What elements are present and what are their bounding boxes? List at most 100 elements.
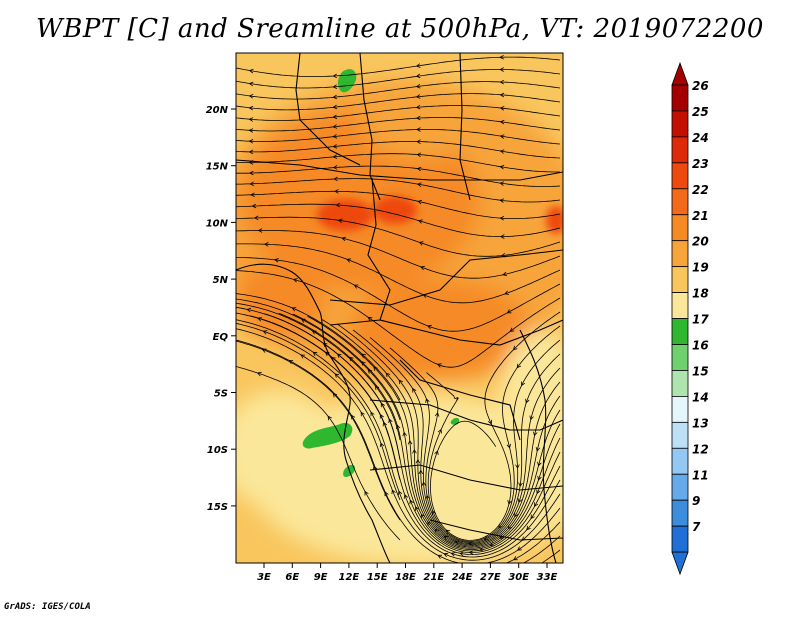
streamline-arrow xyxy=(415,73,421,79)
streamline-arrow xyxy=(421,481,427,487)
colorbar-swatch xyxy=(671,240,689,268)
temperature-field xyxy=(236,53,563,563)
streamline-arrow xyxy=(257,228,263,233)
streamline-arrow xyxy=(248,128,254,133)
streamline-arrow xyxy=(409,499,414,505)
green-patch xyxy=(302,422,353,449)
streamline xyxy=(236,257,561,332)
colorbar-label: 14 xyxy=(692,390,709,404)
streamline-arrow xyxy=(415,83,421,89)
colorbar-swatch xyxy=(671,318,689,345)
streamline-arrow xyxy=(273,258,279,263)
colorbar-swatch xyxy=(671,84,689,112)
streamline-arrow xyxy=(517,546,522,551)
colorbar-swatch xyxy=(671,214,689,242)
streamline-arrow xyxy=(535,446,541,452)
streamline-arrow xyxy=(415,115,421,121)
streamline-arrow xyxy=(536,489,541,495)
streamline-arrow xyxy=(253,215,259,221)
streamline-arrow xyxy=(534,502,539,508)
streamline xyxy=(336,323,561,547)
lon-tick-label: 27E xyxy=(480,572,501,583)
streamline-arrow xyxy=(332,124,338,129)
streamline-arrow xyxy=(518,482,523,488)
lon-tick-label: 24E xyxy=(452,572,473,583)
streamline xyxy=(236,306,401,461)
streamline-arrow xyxy=(415,94,421,99)
streamline-arrow xyxy=(504,290,509,295)
streamline-arrow xyxy=(257,317,262,322)
colorbar-label: 15 xyxy=(692,364,709,378)
streamline-arrow xyxy=(332,84,338,89)
streamline-arrow xyxy=(364,490,369,496)
streamline-arrow xyxy=(332,94,338,100)
lon-tick-label: 3E xyxy=(257,572,271,583)
colorbar-swatch xyxy=(671,162,689,190)
country-borders xyxy=(236,53,563,563)
colorbar-label: 19 xyxy=(692,261,709,275)
streamline-arrow xyxy=(514,512,519,518)
credit-label: GrADS: IGES/COLA xyxy=(4,602,91,612)
chart-title: WBPT [C] and Sreamline at 500hPa, VT: 20… xyxy=(36,14,764,44)
streamline-arrow xyxy=(530,514,535,520)
lon-tick-label: 30E xyxy=(508,572,529,583)
colorbar-label: 13 xyxy=(692,416,709,430)
colorbar-swatch xyxy=(671,344,689,371)
streamline xyxy=(430,311,561,541)
streamline-arrow xyxy=(332,134,338,139)
streamline xyxy=(236,81,561,100)
streamline xyxy=(236,105,561,121)
streamline-arrow xyxy=(256,371,262,377)
lat-tick-label: 10N xyxy=(206,218,229,229)
streamline-arrow xyxy=(499,164,505,170)
streamline-arrow xyxy=(412,448,417,454)
streamline-arrow xyxy=(337,218,343,224)
streamline-arrow xyxy=(263,242,269,247)
lon-tick-label: 33E xyxy=(537,572,558,583)
streamline-arrow xyxy=(529,415,534,421)
streamline-arrow xyxy=(412,387,417,393)
streamline-arrow xyxy=(248,105,254,111)
map-frame xyxy=(235,52,564,564)
colorbar-swatch xyxy=(671,473,689,501)
streamline-arrow xyxy=(415,104,421,110)
streamline-arrow xyxy=(382,421,387,427)
streamline-arrow xyxy=(248,117,254,122)
streamline-arrow xyxy=(515,464,520,469)
streamline-arrow xyxy=(499,79,505,85)
streamline-arrow xyxy=(499,234,505,239)
colorbar-swatch xyxy=(671,499,689,527)
streamline-arrow xyxy=(450,552,456,557)
streamline-arrow xyxy=(261,348,267,353)
streamline-arrow xyxy=(499,134,505,139)
streamline xyxy=(236,312,401,481)
streamline-arrow xyxy=(499,106,505,111)
streamline xyxy=(236,293,401,401)
colorbar-label: 23 xyxy=(692,157,709,171)
streamline-arrow xyxy=(418,241,424,246)
streamline-arrow xyxy=(251,203,257,209)
streamline xyxy=(236,190,561,219)
streamline-arrow xyxy=(353,284,359,289)
streamline-arrow xyxy=(300,354,306,359)
streamline-arrow xyxy=(248,68,254,74)
streamline-arrow xyxy=(499,149,505,154)
lon-tick-label: 18E xyxy=(395,572,416,583)
streamline-arrow xyxy=(499,198,505,203)
colorbar-label: 18 xyxy=(692,287,709,301)
streamline xyxy=(236,165,561,187)
streamline-arrow xyxy=(417,219,423,224)
streamline-arrow xyxy=(372,465,378,471)
streamline-arrow xyxy=(291,307,297,312)
streamline-arrow xyxy=(537,475,542,481)
colorbar-swatch xyxy=(671,110,689,138)
streamline-arrow xyxy=(521,381,526,387)
streamline-arrow xyxy=(332,392,338,398)
longitude-axis: 3E 6E 9E 12E 15E 18E 21E 24E 27E 30E 33E xyxy=(257,563,558,583)
streamline xyxy=(321,319,561,548)
streamline-arrow xyxy=(395,424,401,430)
streamline xyxy=(426,325,561,542)
streamline xyxy=(236,216,561,257)
streamline xyxy=(236,56,561,77)
streamline-arrow xyxy=(437,554,443,559)
